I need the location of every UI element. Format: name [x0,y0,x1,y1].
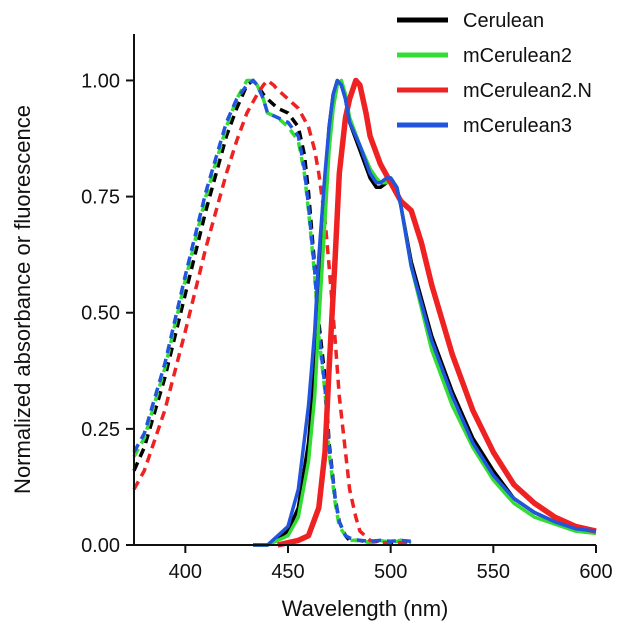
axes: 400 450 500 550 600 0.00 0.25 0.50 0.75 1.00 [81,34,613,583]
x-tick-label: 600 [579,561,612,583]
y-tick-label: 0.75 [81,187,120,209]
plot-area [132,77,597,548]
absorbance-line-cerulean [132,78,412,545]
absorbance-line-mcerulean3 [132,78,412,544]
legend-label-mcerulean2-n: mCerulean2.N [463,80,592,102]
legend-label-mcerulean3: mCerulean3 [463,115,572,137]
x-tick-label: 550 [477,561,510,583]
x-tick-label: 500 [374,561,407,583]
legend-label-mcerulean2: mCerulean2 [463,45,572,67]
y-tick-label: 0.00 [81,535,120,557]
y-axis-title: Normalized absorbance or fluorescence [10,105,35,494]
x-tick-label: 450 [271,561,304,583]
y-tick-label: 1.00 [81,70,120,92]
y-tick-label: 0.25 [81,419,120,441]
emission-line-mcerulean2 [253,78,597,547]
emission-line-mcerulean2-n [277,77,597,548]
emission-line-mcerulean3 [253,78,597,547]
y-axis-ticks: 0.00 0.25 0.50 0.75 1.00 [81,70,134,557]
y-tick-label: 0.50 [81,303,120,325]
legend: Cerulean mCerulean2 mCerulean2.N mCerulean3 [397,10,592,137]
x-tick-label: 400 [169,561,202,583]
x-axis-title: Wavelength (nm) [282,596,449,621]
legend-label-cerulean: Cerulean [463,10,544,32]
absorbance-line-mcerulean2-n [132,78,412,545]
x-axis-ticks: 400 450 500 550 600 [169,545,613,583]
absorbance-line-mcerulean2 [132,78,412,545]
